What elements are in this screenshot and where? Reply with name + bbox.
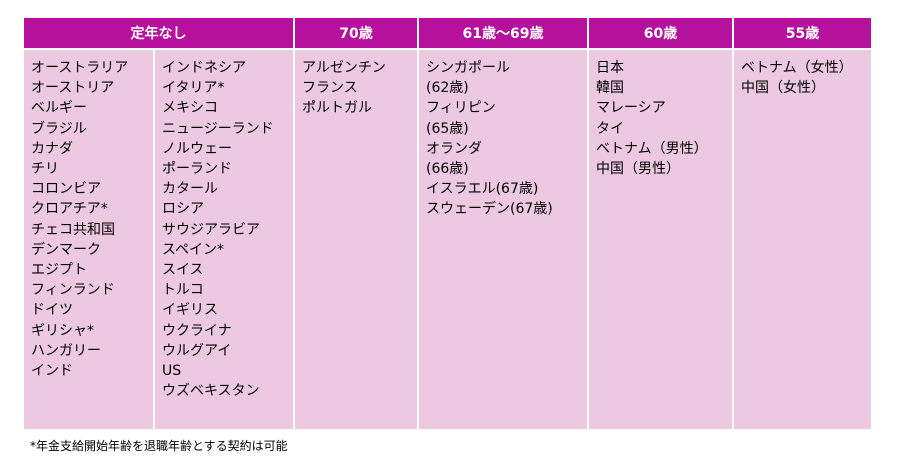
country-entry: ノルウェー (162, 140, 232, 157)
country-entry: US (162, 363, 182, 380)
country-entry: (65歳) (426, 120, 469, 137)
country-entry: ギリシャ* (31, 322, 94, 339)
country-entry: インドネシア (162, 60, 246, 76)
retirement-age-table: 定年なし 70歳 61歳～69歳 60歳 55歳 オーストラリア オーストリア ベル… (24, 18, 871, 429)
column-age-61-69: シンガポール (62歳) フィリピン (65歳) オランダ (66歳) イスラエル(67歳)… (419, 50, 587, 429)
country-entry: ポーランド (162, 161, 232, 178)
country-entry: エジプト (31, 262, 87, 279)
column-age-55: ベトナム（女性） 中国（女性） (734, 50, 871, 429)
country-entry: クロアチア* (31, 201, 108, 218)
column-age-60: 日本韓国マレーシアタイベトナム（男性） 中国（男性） (589, 50, 732, 429)
country-entry: ブラジル (31, 120, 87, 137)
country-entry: スペイン* (162, 241, 225, 258)
table-body-row: オーストラリア オーストリア ベルギーブラジルカナダチリコロンビアクロアチア* チェコ… (24, 50, 871, 429)
country-entry: イギリス (162, 302, 218, 319)
country-entry: マレーシア (596, 100, 666, 117)
country-entry: 韓国 (596, 80, 624, 97)
country-entry: タイ (596, 120, 624, 137)
country-entry: フィリピン (426, 100, 496, 117)
country-entry: イスラエル(67歳) (426, 181, 539, 198)
country-entry: カナダ (31, 140, 73, 157)
country-entry: ハンガリー (31, 342, 101, 359)
country-entry: 日本 (596, 60, 624, 76)
country-entry: 中国（男性） (596, 161, 680, 178)
country-entry: (66歳) (426, 161, 469, 178)
country-entry: オランダ (426, 140, 482, 157)
country-entry: フィンランド (31, 282, 115, 299)
country-entry: スウェーデン(67歳) (426, 201, 553, 218)
country-entry: トルコ (162, 282, 204, 299)
country-entry: (62歳) (426, 80, 469, 97)
country-entry: メキシコ (162, 100, 218, 117)
country-entry: スイス (162, 262, 204, 279)
table-header-row: 定年なし 70歳 61歳～69歳 60歳 55歳 (24, 18, 871, 48)
country-entry: ベルギー (31, 100, 87, 117)
country-entry: チェコ共和国 (31, 221, 115, 238)
country-entry: アルゼンチン (302, 60, 386, 76)
country-entry: イタリア* (162, 80, 225, 97)
country-entry: ウズベキスタン (162, 383, 260, 400)
country-entry: ベトナム（女性） (741, 60, 853, 76)
column-no-retirement-age-2: インドネシア イタリア* メキシコニュージーランド ノルウェーポーランドカタールロシア… (155, 50, 293, 429)
country-entry: コロンビア (31, 181, 101, 198)
country-entry: シンガポール (426, 60, 510, 76)
country-entry: ロシア (162, 201, 204, 218)
country-entry: カタール (162, 181, 218, 198)
country-entry: チリ (31, 161, 59, 178)
country-entry: 中国（女性） (741, 80, 825, 97)
column-age-70: アルゼンチン フランスポルトガル (295, 50, 417, 429)
header-age-70: 70歳 (295, 18, 417, 48)
country-entry: ドイツ (31, 302, 73, 319)
country-entry: ベトナム（男性） (596, 140, 708, 157)
country-entry: ポルトガル (302, 100, 372, 117)
footnote: *年金支給開始年齢を退職年齢とする契約は可能 (30, 439, 288, 453)
header-age-55: 55歳 (734, 18, 871, 48)
country-entry: ウクライナ (162, 322, 232, 339)
country-entry: デンマーク (31, 241, 101, 258)
country-entry: フランス (302, 80, 358, 97)
country-entry: オーストリア (31, 80, 115, 97)
country-entry: ニュージーランド (162, 120, 274, 137)
country-entry: インド (31, 363, 73, 380)
country-entry: ウルグアイ (162, 342, 232, 359)
header-age-61-69: 61歳～69歳 (419, 18, 587, 48)
country-entry: サウジアラビア (162, 221, 260, 238)
header-age-60: 60歳 (589, 18, 732, 48)
header-no-retirement-age: 定年なし (24, 18, 293, 48)
column-no-retirement-age-1: オーストラリア オーストリア ベルギーブラジルカナダチリコロンビアクロアチア* チェコ… (24, 50, 153, 429)
country-entry: オーストラリア (31, 60, 129, 76)
